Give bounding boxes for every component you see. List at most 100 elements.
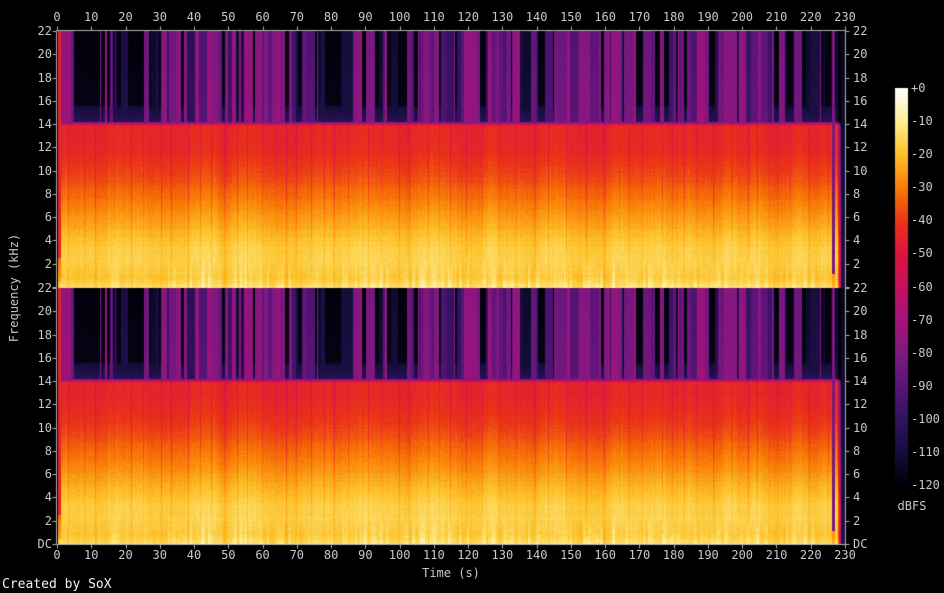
time-tick-label: 230 <box>834 548 856 562</box>
freq-tick-label: 14 <box>853 117 868 132</box>
time-tick-label: 160 <box>594 10 617 24</box>
time-tick-label: 30 <box>152 548 168 562</box>
time-tick-label: 120 <box>457 10 479 24</box>
freq-tick-label: 14 <box>37 117 52 132</box>
freq-tick-label: 2 <box>44 256 52 271</box>
dbfs-tick-label: -110 <box>911 444 940 459</box>
freq-tick-label: 20 <box>37 47 52 62</box>
freq-tick-label: 20 <box>853 47 868 62</box>
freq-tick-label: 16 <box>853 93 868 108</box>
time-tick-label: 150 <box>560 548 582 562</box>
freq-tick-label: 22 <box>37 281 52 295</box>
time-tick-label: 120 <box>457 548 479 562</box>
time-tick-label: 90 <box>358 548 373 562</box>
time-tick-label: 190 <box>697 548 719 562</box>
time-tick-label: 50 <box>221 10 236 24</box>
freq-dc-label: DC <box>37 537 52 551</box>
freq-tick-label: 8 <box>44 186 52 201</box>
time-tick-label: 90 <box>358 10 373 24</box>
time-tick-label: 180 <box>662 10 685 24</box>
time-tick-label: 50 <box>221 548 236 562</box>
time-tick-label: 190 <box>697 10 719 24</box>
time-tick-label: 20 <box>118 548 133 562</box>
freq-tick-label: 8 <box>853 443 861 458</box>
freq-tick-label: 6 <box>44 467 52 482</box>
freq-tick-label: 12 <box>853 140 868 155</box>
time-tick-label: 140 <box>525 10 548 24</box>
freq-dc-label: DC <box>853 537 868 551</box>
time-tick-label: 170 <box>628 548 651 562</box>
freq-tick-label: 18 <box>37 70 52 85</box>
freq-tick-label: 12 <box>37 397 52 412</box>
freq-tick-label: 16 <box>853 350 868 365</box>
time-tick-label: 70 <box>289 548 305 562</box>
dbfs-tick-label: -10 <box>911 114 933 129</box>
freq-tick-label: 14 <box>853 374 868 389</box>
freq-tick-label: 14 <box>37 374 52 389</box>
time-tick-label: 210 <box>765 10 788 24</box>
frequency-axis-title: Frequency (kHz) <box>7 233 21 343</box>
time-tick-label: 80 <box>323 548 339 562</box>
time-tick-label: 150 <box>560 10 582 24</box>
time-tick-label: 60 <box>255 10 270 24</box>
freq-tick-label: 8 <box>44 443 52 458</box>
freq-tick-label: 18 <box>853 327 868 342</box>
freq-tick-label: 22 <box>853 24 868 38</box>
freq-tick-label: 4 <box>853 233 861 248</box>
freq-tick-label: 22 <box>853 281 868 295</box>
time-tick-label: 170 <box>628 10 651 24</box>
time-tick-label: 220 <box>799 548 822 562</box>
dbfs-tick-label: -30 <box>911 180 933 195</box>
time-tick-label: 200 <box>731 548 754 562</box>
freq-tick-label: 20 <box>853 304 868 319</box>
freq-tick-label: 12 <box>853 397 868 412</box>
dbfs-tick-label: -80 <box>911 345 933 360</box>
freq-tick-label: 18 <box>37 327 52 342</box>
freq-tick-label: 2 <box>853 256 861 271</box>
dbfs-tick-label: -90 <box>911 378 933 393</box>
freq-tick-label: 10 <box>37 163 52 178</box>
time-tick-label: 0 <box>53 10 61 24</box>
time-tick-label: 200 <box>731 10 754 24</box>
dbfs-tick-label: -50 <box>911 246 933 261</box>
freq-tick-label: 4 <box>44 233 52 248</box>
dbfs-tick-label: -120 <box>911 478 940 492</box>
time-tick-label: 80 <box>323 10 339 24</box>
time-tick-label: 130 <box>491 548 514 562</box>
freq-tick-label: 10 <box>853 163 868 178</box>
time-tick-label: 180 <box>662 548 685 562</box>
freq-tick-label: 12 <box>37 140 52 155</box>
dbfs-tick-label: -70 <box>911 312 933 327</box>
time-tick-label: 140 <box>525 548 548 562</box>
freq-tick-label: 16 <box>37 350 52 365</box>
freq-tick-label: 4 <box>44 490 52 505</box>
time-tick-label: 160 <box>594 548 617 562</box>
freq-tick-label: 6 <box>853 210 861 225</box>
freq-tick-label: 20 <box>37 304 52 319</box>
freq-tick-label: 10 <box>37 420 52 435</box>
freq-tick-label: 2 <box>853 513 861 528</box>
time-axis-title: Time (s) <box>422 566 480 580</box>
time-tick-label: 110 <box>423 548 445 562</box>
time-tick-label: 220 <box>799 10 822 24</box>
time-tick-label: 130 <box>491 10 514 24</box>
time-tick-label: 60 <box>255 548 270 562</box>
time-tick-label: 30 <box>152 10 168 24</box>
time-tick-label: 0 <box>53 548 61 562</box>
time-tick-label: 40 <box>186 10 202 24</box>
time-tick-label: 230 <box>834 10 856 24</box>
dbfs-tick-label: -40 <box>911 213 933 228</box>
time-tick-label: 20 <box>118 10 133 24</box>
time-tick-label: 10 <box>84 548 99 562</box>
time-tick-label: 40 <box>186 548 202 562</box>
time-tick-label: 70 <box>289 10 305 24</box>
time-tick-label: 100 <box>388 10 411 24</box>
time-tick-label: 210 <box>765 548 788 562</box>
freq-tick-label: 6 <box>44 210 52 225</box>
freq-tick-label: 2 <box>44 513 52 528</box>
freq-tick-label: 18 <box>853 70 868 85</box>
freq-tick-label: 22 <box>37 24 52 38</box>
dbfs-tick-label: +0 <box>911 81 926 95</box>
